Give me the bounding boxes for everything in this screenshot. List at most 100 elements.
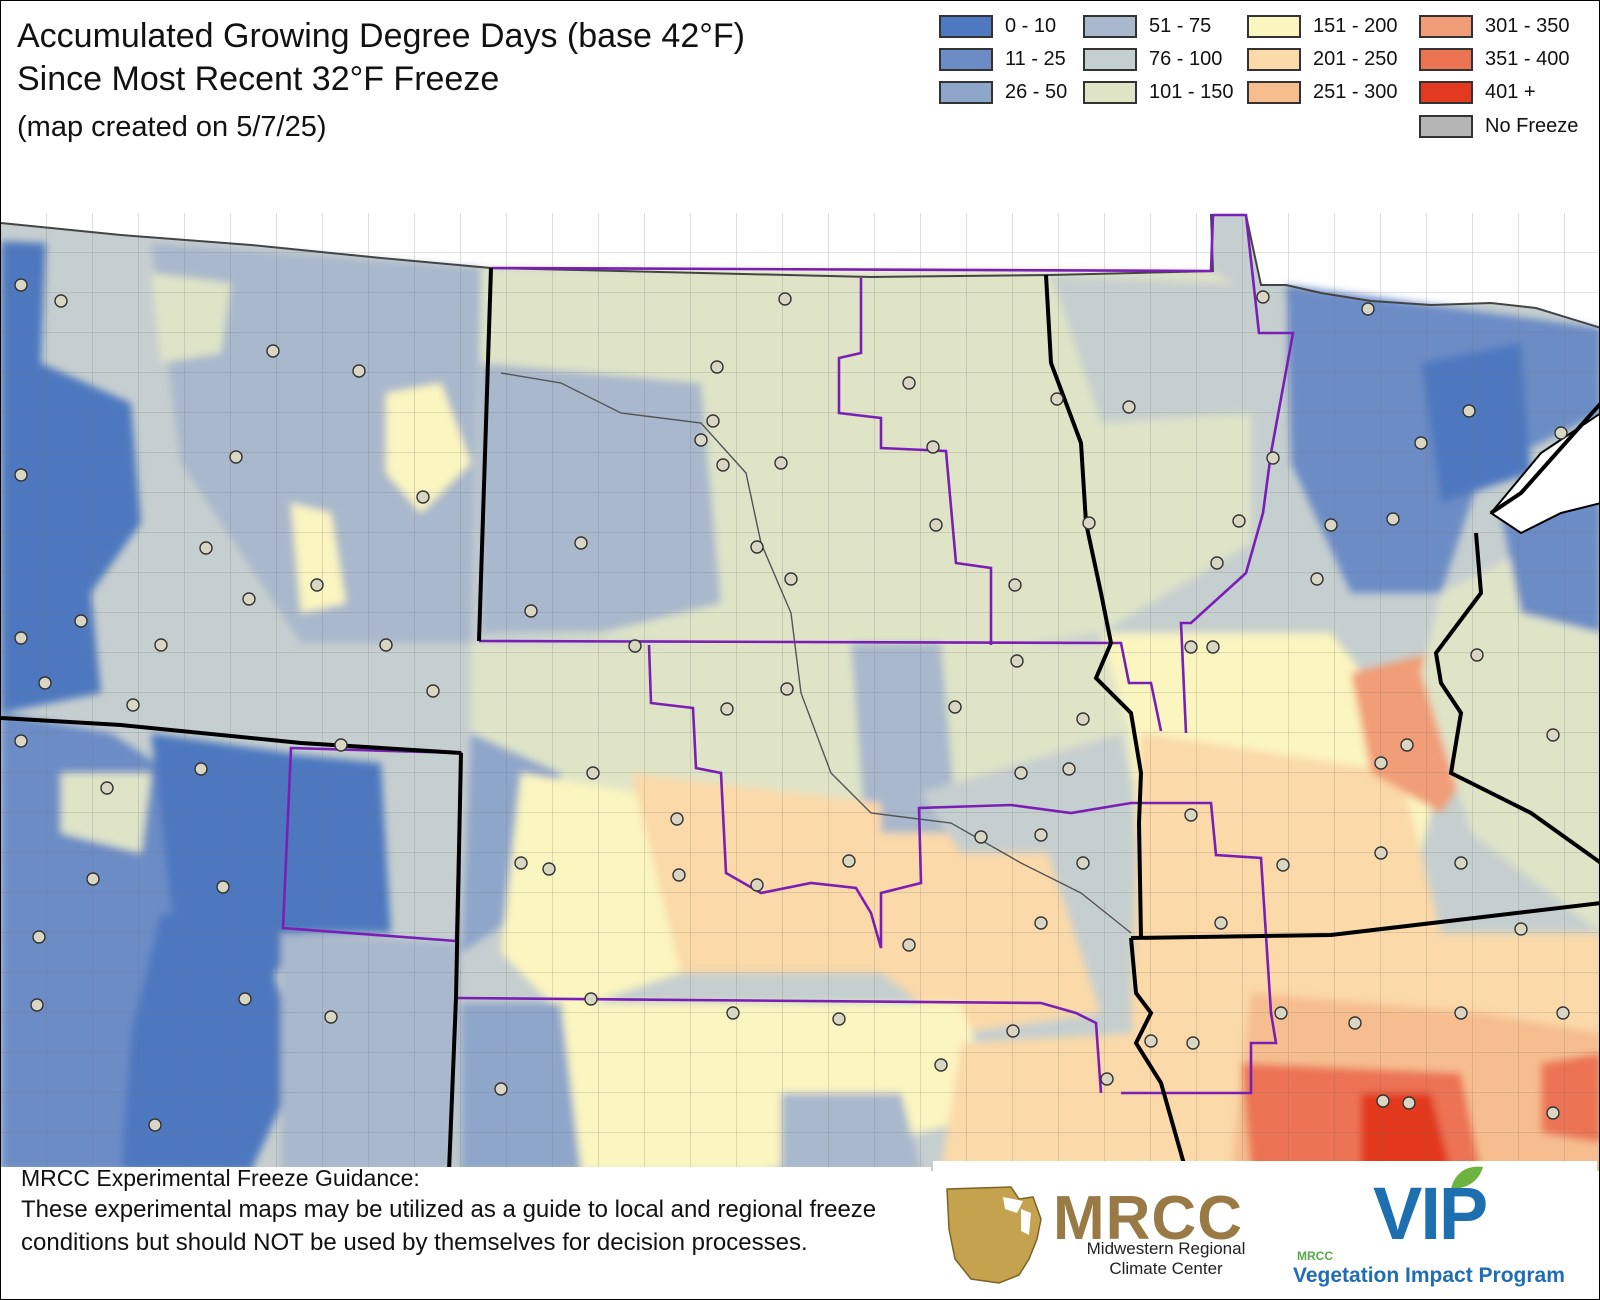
legend-item: 51 - 75 — [1083, 11, 1211, 41]
station-marker — [1470, 648, 1484, 662]
legend-swatch — [939, 14, 993, 38]
border-sd-ne-ks — [447, 997, 458, 1171]
station-marker — [154, 638, 168, 652]
station-marker — [1374, 846, 1388, 860]
station-marker — [310, 578, 324, 592]
border-wi-mi — [1489, 402, 1599, 515]
legend-swatch — [1419, 14, 1473, 38]
station-marker — [379, 638, 393, 652]
mrcc-full-name: Midwestern Regional Climate Center — [1086, 1239, 1246, 1278]
station-marker — [14, 631, 28, 645]
station-marker — [1076, 712, 1090, 726]
station-marker — [38, 676, 52, 690]
station-marker — [1310, 572, 1324, 586]
station-marker — [100, 781, 114, 795]
station-marker — [1454, 856, 1468, 870]
legend-item: 351 - 400 — [1419, 44, 1570, 74]
title-block: Accumulated Growing Degree Days (base 42… — [17, 15, 745, 144]
station-marker — [14, 278, 28, 292]
station-marker — [1376, 1094, 1390, 1108]
legend-label: 0 - 10 — [1005, 14, 1057, 37]
station-marker — [974, 830, 988, 844]
station-marker — [750, 540, 764, 554]
station-marker — [1122, 400, 1136, 414]
station-marker — [1006, 1024, 1020, 1038]
legend-swatch — [1083, 80, 1137, 104]
station-marker — [948, 700, 962, 714]
map-title-line1: Accumulated Growing Degree Days (base 42… — [17, 17, 745, 55]
vip-logo-text: VIP — [1373, 1172, 1488, 1255]
legend-label: 301 - 350 — [1485, 14, 1570, 37]
station-marker — [54, 294, 68, 308]
station-marker — [1144, 1034, 1158, 1048]
legend-swatch — [939, 47, 993, 71]
border-nd-mn — [1044, 274, 1144, 939]
station-marker — [199, 541, 213, 555]
midwest-map-icon — [946, 1186, 1042, 1284]
lake-superior — [1489, 413, 1599, 535]
legend-label: 76 - 100 — [1149, 47, 1223, 70]
state-borders — [1, 267, 1599, 1171]
station-marker — [1100, 1072, 1114, 1086]
station-marker — [1010, 654, 1024, 668]
station-marker — [710, 360, 724, 374]
stations — [14, 278, 1570, 1132]
station-marker — [352, 364, 366, 378]
station-marker — [216, 880, 230, 894]
station-marker — [670, 812, 684, 826]
station-marker — [902, 376, 916, 390]
legend: 0 - 10 11 - 25 26 - 50 51 - 75 76 - 100 … — [939, 11, 1595, 141]
legend-item: 201 - 250 — [1247, 44, 1398, 74]
border-mt-wy — [1, 716, 462, 755]
station-marker — [1454, 1006, 1468, 1020]
legend-label: 51 - 75 — [1149, 14, 1212, 37]
station-marker — [706, 414, 720, 428]
station-marker — [1082, 516, 1096, 530]
station-marker — [832, 1012, 846, 1026]
legend-swatch — [1419, 47, 1473, 71]
station-marker — [1050, 392, 1064, 406]
station-marker — [1276, 858, 1290, 872]
logo-area: MRCC Midwestern Regional Climate Center … — [933, 1161, 1597, 1297]
legend-swatch — [1083, 14, 1137, 38]
station-marker — [542, 862, 556, 876]
station-marker — [242, 592, 256, 606]
station-marker — [1034, 828, 1048, 842]
station-marker — [334, 738, 348, 752]
station-marker — [1210, 556, 1224, 570]
legend-label: No Freeze — [1485, 114, 1579, 137]
border-wy-sd — [454, 752, 463, 999]
station-marker — [74, 614, 88, 628]
station-marker — [238, 992, 252, 1006]
station-marker — [694, 433, 708, 447]
station-marker — [1186, 1036, 1200, 1050]
legend-label: 201 - 250 — [1313, 47, 1398, 70]
legend-item: No Freeze — [1419, 111, 1578, 141]
legend-item: 26 - 50 — [939, 77, 1067, 107]
legend-swatch — [1247, 14, 1301, 38]
station-marker — [30, 998, 44, 1012]
station-marker — [1274, 1006, 1288, 1020]
legend-label: 101 - 150 — [1149, 80, 1234, 103]
legend-label: 251 - 300 — [1313, 80, 1398, 103]
legend-swatch — [1247, 80, 1301, 104]
station-marker — [1008, 578, 1022, 592]
station-marker — [1256, 290, 1270, 304]
station-marker — [1402, 1096, 1416, 1110]
station-marker — [778, 292, 792, 306]
midwest-map-shape — [946, 1186, 1042, 1284]
legend-item: 401 + — [1419, 77, 1536, 107]
station-marker — [584, 992, 598, 1006]
gdd-map — [1, 213, 1599, 1171]
station-marker — [126, 698, 140, 712]
station-marker — [1034, 916, 1048, 930]
station-marker — [324, 1010, 338, 1024]
station-marker — [750, 878, 764, 892]
border-ia-mo — [1130, 901, 1599, 940]
station-marker — [194, 762, 208, 776]
legend-item: 251 - 300 — [1247, 77, 1398, 107]
station-marker — [514, 856, 528, 870]
station-marker — [1374, 756, 1388, 770]
station-marker — [1214, 916, 1228, 930]
station-marker — [720, 702, 734, 716]
